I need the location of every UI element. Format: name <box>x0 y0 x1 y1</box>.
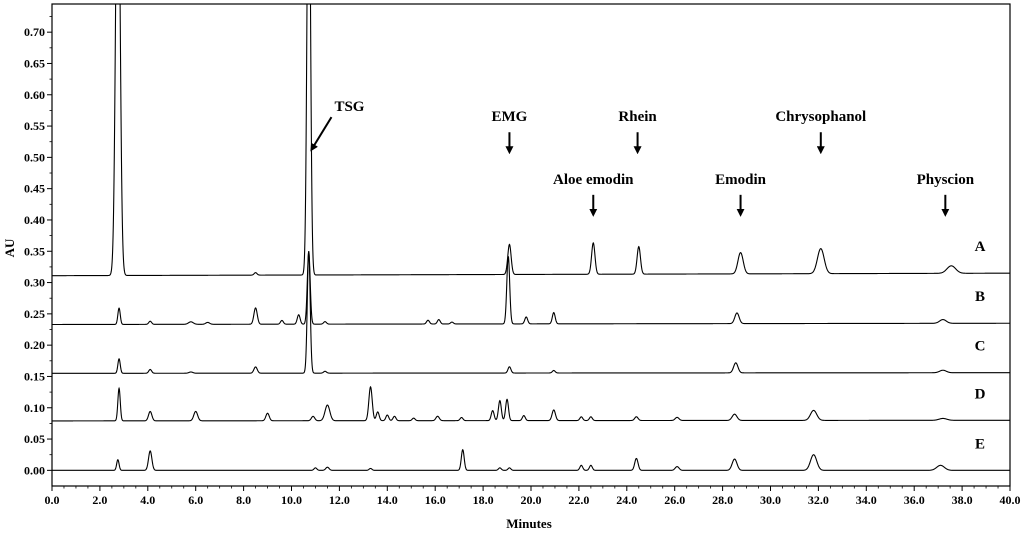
y-axis-title: AU <box>2 238 17 257</box>
y-tick-label: 0.45 <box>24 182 45 196</box>
x-tick-label: 12.0 <box>329 493 350 507</box>
x-tick-label: 24.0 <box>616 493 637 507</box>
x-tick-label: 32.0 <box>808 493 829 507</box>
x-tick-label: 38.0 <box>952 493 973 507</box>
y-tick-label: 0.25 <box>24 307 45 321</box>
y-tick-label: 0.60 <box>24 88 45 102</box>
y-tick-label: 0.65 <box>24 56 45 70</box>
x-tick-label: 40.0 <box>1000 493 1021 507</box>
x-tick-label: 20.0 <box>521 493 542 507</box>
x-tick-label: 0.0 <box>45 493 60 507</box>
x-tick-label: 26.0 <box>664 493 685 507</box>
x-tick-label: 30.0 <box>760 493 781 507</box>
trace-label-e: E <box>975 436 985 452</box>
y-tick-label: 0.20 <box>24 338 45 352</box>
x-tick-label: 14.0 <box>377 493 398 507</box>
annotation-label: Aloe emodin <box>553 172 634 188</box>
y-tick-label: 0.55 <box>24 119 45 133</box>
y-tick-label: 0.50 <box>24 150 45 164</box>
x-tick-label: 22.0 <box>568 493 589 507</box>
x-tick-label: 18.0 <box>473 493 494 507</box>
trace-a <box>52 4 1010 277</box>
y-tick-label: 0.05 <box>24 432 45 446</box>
trace-label-b: B <box>975 289 985 305</box>
annotation-label: Rhein <box>618 109 657 125</box>
trace-b <box>52 252 1010 326</box>
y-tick-label: 0.70 <box>24 25 45 39</box>
trace-label-d: D <box>975 386 986 402</box>
traces: A B C D E <box>52 4 1010 471</box>
y-tick-label: 0.30 <box>24 276 45 290</box>
x-tick-label: 16.0 <box>425 493 446 507</box>
x-tick-label: 10.0 <box>281 493 302 507</box>
x-tick-label: 6.0 <box>188 493 203 507</box>
annotation-label: TSG <box>334 99 364 115</box>
axes: 0.0 2.0 4.0 6.0 8.0 10.0 12.0 14.0 16.0 18.0 20.0 2… <box>24 3 1021 507</box>
trace-c <box>52 251 1010 374</box>
trace-d <box>52 385 1010 422</box>
annotation-label: Emodin <box>715 172 767 188</box>
annotations: TSG EMG Rhein Aloe emodin Emodin Chrysophanol… <box>310 99 975 217</box>
y-tick-label: 0.35 <box>24 244 45 258</box>
y-tick-label: 0.00 <box>24 463 45 477</box>
annotation-label: Physcion <box>917 172 975 188</box>
y-tick-label: 0.10 <box>24 401 45 415</box>
x-tick-label: 4.0 <box>140 493 155 507</box>
annotation-label: Chrysophanol <box>775 109 866 125</box>
trace-label-a: A <box>975 239 986 255</box>
x-tick-label: 36.0 <box>904 493 925 507</box>
x-axis-title: Minutes <box>506 516 552 531</box>
x-tick-label: 34.0 <box>856 493 877 507</box>
trace-e <box>52 448 1010 471</box>
y-tick-label: 0.15 <box>24 369 45 383</box>
trace-label-c: C <box>975 339 986 355</box>
plot-frame <box>51 3 1011 487</box>
y-tick-label: 0.40 <box>24 213 45 227</box>
annotation-label: EMG <box>492 109 528 125</box>
annotation-arrow <box>310 116 333 152</box>
x-tick-label: 8.0 <box>236 493 251 507</box>
x-tick-label: 2.0 <box>92 493 107 507</box>
x-tick-label: 28.0 <box>712 493 733 507</box>
